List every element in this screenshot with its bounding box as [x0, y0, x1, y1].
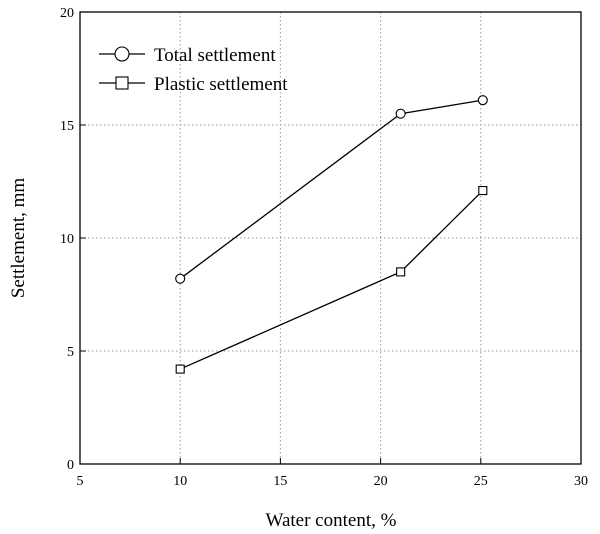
plot-frame: [79, 11, 582, 465]
total-settlement-line: [179, 99, 483, 280]
legend-label-total-settlement: Total settlement: [154, 45, 276, 66]
data-series: [175, 95, 488, 374]
legend: Total settlement Plastic settlement: [99, 45, 288, 95]
y-tick-label: 5: [67, 345, 74, 360]
legend-marker-total-settlement: [114, 46, 130, 62]
plastic-settlement-marker: [396, 267, 406, 277]
x-axis-title: Water content, %: [266, 510, 397, 531]
y-tick-label: 0: [67, 458, 74, 473]
y-tick-label: 10: [60, 232, 74, 247]
x-tick-label: 20: [374, 474, 388, 489]
total-settlement-marker: [175, 273, 186, 284]
grid-lines: [80, 12, 581, 464]
x-tick-label: 5: [77, 474, 84, 489]
y-axis-title: Settlement, mm: [8, 178, 29, 299]
legend-marker-plastic-settlement: [115, 76, 129, 90]
total-settlement-marker: [477, 95, 488, 106]
x-tick-label: 15: [273, 474, 287, 489]
plastic-settlement-marker: [478, 185, 488, 196]
y-tick-label: 15: [60, 119, 74, 134]
plastic-settlement-marker: [175, 364, 185, 374]
plastic-settlement-line: [179, 190, 484, 370]
y-tick-label: 20: [60, 6, 74, 21]
x-tick-label: 25: [474, 474, 488, 489]
x-tick-label: 10: [173, 474, 187, 489]
total-settlement-marker: [395, 108, 406, 119]
x-tick-label: 30: [574, 474, 588, 489]
legend-label-plastic-settlement: Plastic settlement: [154, 74, 288, 95]
